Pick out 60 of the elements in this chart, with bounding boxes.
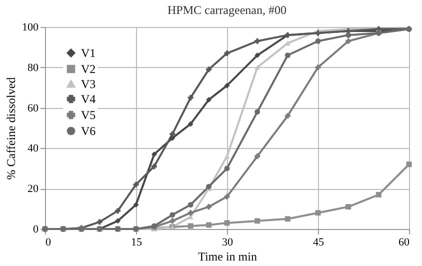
point (170, 131, 176, 137)
point (224, 166, 230, 172)
point (206, 184, 212, 190)
point (224, 82, 230, 88)
point (96, 219, 102, 225)
point (188, 121, 194, 127)
point (170, 212, 176, 218)
point (224, 194, 230, 200)
point (115, 208, 121, 214)
point (315, 210, 321, 216)
point (115, 218, 121, 224)
point (188, 223, 194, 229)
x-tick-label: 0 (46, 236, 52, 248)
point (206, 204, 212, 210)
legend-label: V2 (81, 62, 96, 76)
point (151, 152, 157, 157)
point (206, 96, 212, 102)
legend-label: V3 (81, 77, 96, 91)
point (188, 210, 194, 216)
point (284, 216, 290, 222)
chart-title: HPMC carrageenan, #00 (168, 3, 286, 17)
point (188, 94, 194, 100)
x-tick-label: 30 (222, 236, 234, 248)
y-tick-label: 40 (28, 142, 39, 155)
x-tick-label: 15 (131, 236, 142, 248)
point (254, 38, 260, 44)
y-tick-label: 0 (33, 224, 39, 236)
y-tick-label: 80 (28, 62, 39, 74)
point (346, 32, 352, 38)
point (315, 38, 321, 44)
point (224, 220, 230, 226)
legend-label: V1 (81, 46, 96, 60)
y-tick-label: 60 (28, 102, 39, 114)
point (206, 66, 212, 72)
point (346, 204, 352, 210)
point (188, 202, 194, 208)
point (254, 65, 260, 70)
y-axis-title: % Caffeine dissolved (4, 77, 18, 180)
x-tick-label: 60 (398, 236, 410, 248)
point (151, 164, 157, 170)
point (170, 218, 176, 224)
point (254, 154, 260, 160)
x-axis-title: Time in min (198, 250, 257, 264)
legend-label: V5 (81, 108, 96, 122)
point (206, 222, 212, 228)
point (284, 52, 290, 58)
y-tick-label: 100 (22, 22, 39, 34)
point (406, 162, 412, 168)
point (254, 218, 260, 224)
point (224, 154, 230, 159)
y-tick-label: 20 (28, 183, 39, 196)
legend-label: V6 (81, 124, 96, 138)
x-tick-label: 45 (313, 236, 324, 248)
point (254, 52, 260, 58)
point (376, 192, 382, 198)
point (346, 38, 352, 44)
point (284, 113, 290, 119)
point (224, 50, 230, 56)
point (254, 109, 260, 115)
legend-label: V4 (81, 92, 96, 106)
